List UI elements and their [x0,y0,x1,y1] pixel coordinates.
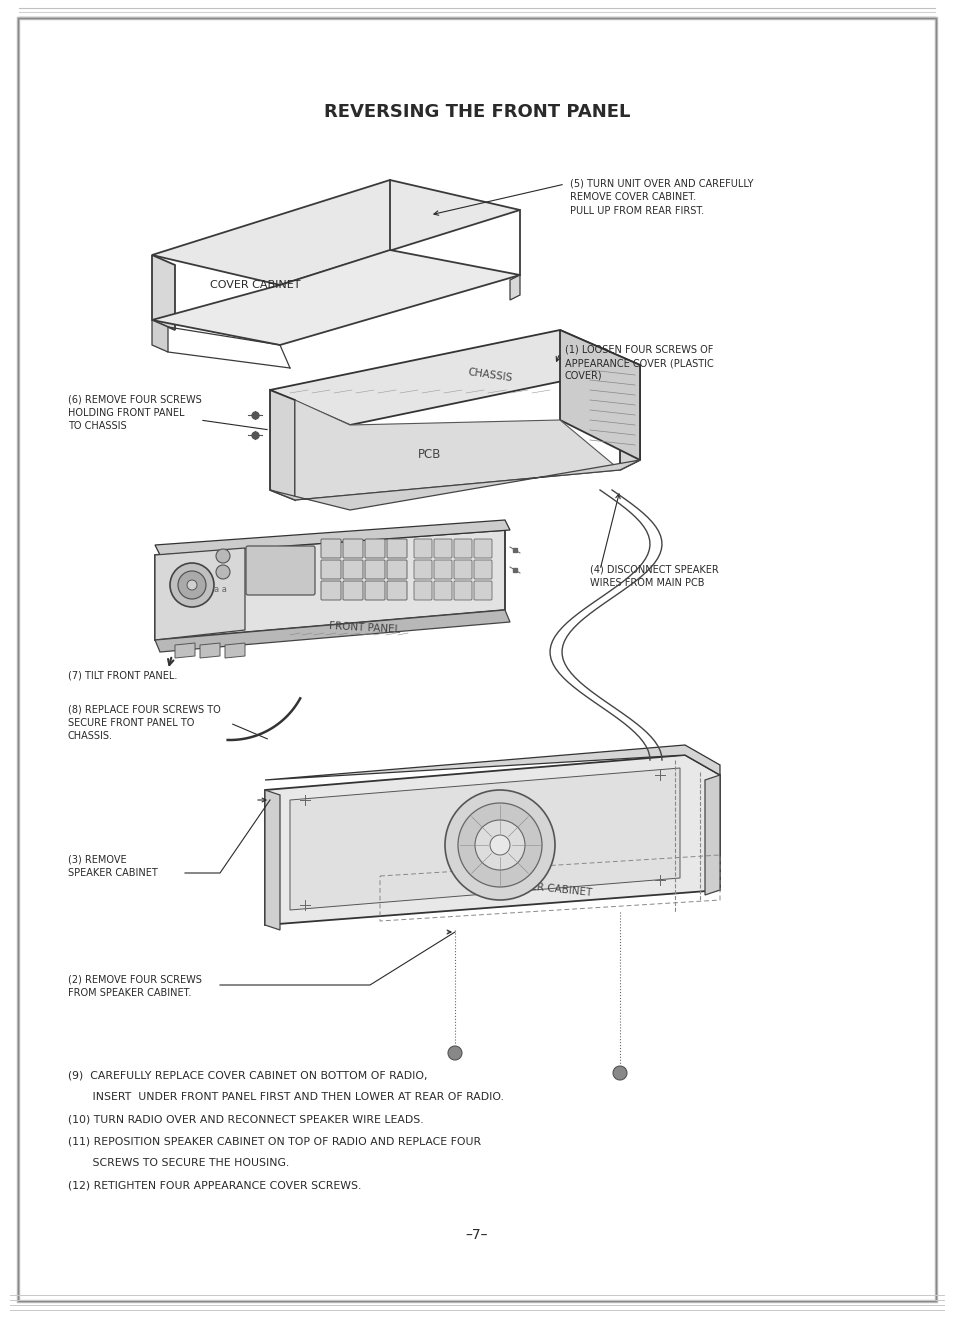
Polygon shape [152,179,519,285]
Circle shape [178,571,206,599]
FancyBboxPatch shape [434,561,452,579]
FancyBboxPatch shape [454,561,472,579]
Circle shape [215,549,230,563]
Circle shape [448,1046,461,1060]
Polygon shape [265,754,720,925]
FancyBboxPatch shape [387,539,407,558]
FancyBboxPatch shape [320,539,340,558]
Polygon shape [619,365,639,470]
Polygon shape [152,255,174,330]
Polygon shape [154,547,245,640]
Text: –7–: –7– [465,1228,488,1242]
Text: (5) TURN UNIT OVER AND CAREFULLY: (5) TURN UNIT OVER AND CAREFULLY [569,178,753,189]
Polygon shape [270,330,639,425]
FancyBboxPatch shape [474,539,492,558]
Polygon shape [704,776,720,896]
Polygon shape [265,745,720,780]
Text: REMOVE COVER CABINET.: REMOVE COVER CABINET. [569,193,696,202]
Text: SPEAKER CABINET: SPEAKER CABINET [497,878,592,898]
Text: (11) REPOSITION SPEAKER CABINET ON TOP OF RADIO AND REPLACE FOUR: (11) REPOSITION SPEAKER CABINET ON TOP O… [68,1136,480,1146]
Text: WIRES FROM MAIN PCB: WIRES FROM MAIN PCB [589,578,703,588]
Text: (12) RETIGHTEN FOUR APPEARANCE COVER SCREWS.: (12) RETIGHTEN FOUR APPEARANCE COVER SCR… [68,1181,361,1190]
Polygon shape [174,642,194,658]
Polygon shape [270,390,294,500]
Circle shape [444,790,555,900]
FancyBboxPatch shape [414,561,432,579]
FancyBboxPatch shape [474,561,492,579]
Polygon shape [559,330,639,460]
Text: (7) TILT FRONT PANEL.: (7) TILT FRONT PANEL. [68,670,177,681]
FancyBboxPatch shape [474,580,492,600]
FancyBboxPatch shape [320,561,340,579]
Circle shape [457,803,541,886]
Polygon shape [290,768,679,910]
Polygon shape [152,251,519,346]
Polygon shape [270,460,639,510]
Text: COVER): COVER) [564,371,602,381]
FancyBboxPatch shape [414,539,432,558]
FancyBboxPatch shape [454,539,472,558]
Circle shape [170,563,213,607]
Polygon shape [225,642,245,658]
Text: (6) REMOVE FOUR SCREWS: (6) REMOVE FOUR SCREWS [68,394,201,405]
FancyBboxPatch shape [365,561,385,579]
Text: (2) REMOVE FOUR SCREWS: (2) REMOVE FOUR SCREWS [68,975,202,985]
Text: FROM SPEAKER CABINET.: FROM SPEAKER CABINET. [68,988,192,998]
Text: COVER CABINET: COVER CABINET [210,280,300,290]
FancyBboxPatch shape [387,580,407,600]
Circle shape [215,565,230,579]
Polygon shape [294,400,619,500]
Text: APPEARANCE COVER (PLASTIC: APPEARANCE COVER (PLASTIC [564,357,713,368]
Text: (1) LOOSEN FOUR SCREWS OF: (1) LOOSEN FOUR SCREWS OF [564,346,713,355]
FancyBboxPatch shape [320,580,340,600]
Text: SPEAKER CABINET: SPEAKER CABINET [68,868,157,878]
FancyBboxPatch shape [387,561,407,579]
Circle shape [490,835,510,855]
FancyBboxPatch shape [365,580,385,600]
Text: CHASSIS: CHASSIS [466,367,513,383]
FancyBboxPatch shape [246,546,314,595]
Text: CHASSIS.: CHASSIS. [68,731,112,741]
Text: SCREWS TO SECURE THE HOUSING.: SCREWS TO SECURE THE HOUSING. [68,1158,289,1169]
Text: PCB: PCB [417,448,441,462]
Text: PULL UP FROM REAR FIRST.: PULL UP FROM REAR FIRST. [569,206,703,216]
Text: REVERSING THE FRONT PANEL: REVERSING THE FRONT PANEL [323,103,630,121]
Polygon shape [154,609,510,652]
Circle shape [475,820,524,871]
Polygon shape [510,274,519,299]
FancyBboxPatch shape [365,539,385,558]
FancyBboxPatch shape [414,580,432,600]
Text: SECURE FRONT PANEL TO: SECURE FRONT PANEL TO [68,718,194,728]
Text: (8) REPLACE FOUR SCREWS TO: (8) REPLACE FOUR SCREWS TO [68,704,220,715]
Text: INSERT  UNDER FRONT PANEL FIRST AND THEN LOWER AT REAR OF RADIO.: INSERT UNDER FRONT PANEL FIRST AND THEN … [68,1092,503,1101]
Text: TO CHASSIS: TO CHASSIS [68,421,127,431]
Text: HOLDING FRONT PANEL: HOLDING FRONT PANEL [68,408,184,418]
Text: (3) REMOVE: (3) REMOVE [68,855,127,865]
Text: FRONT PANEL: FRONT PANEL [329,621,400,634]
Polygon shape [265,790,280,930]
Text: (10) TURN RADIO OVER AND RECONNECT SPEAKER WIRE LEADS.: (10) TURN RADIO OVER AND RECONNECT SPEAK… [68,1115,423,1124]
FancyBboxPatch shape [434,580,452,600]
Text: (4) DISCONNECT SPEAKER: (4) DISCONNECT SPEAKER [589,565,718,575]
Text: a a: a a [213,586,226,595]
Circle shape [187,580,196,590]
FancyBboxPatch shape [343,561,363,579]
FancyBboxPatch shape [434,539,452,558]
Polygon shape [200,642,220,658]
Text: (9)  CAREFULLY REPLACE COVER CABINET ON BOTTOM OF RADIO,: (9) CAREFULLY REPLACE COVER CABINET ON B… [68,1070,427,1080]
FancyBboxPatch shape [454,580,472,600]
Polygon shape [154,520,510,555]
Circle shape [613,1066,626,1080]
Polygon shape [154,530,504,640]
Polygon shape [152,321,168,352]
FancyBboxPatch shape [343,539,363,558]
FancyBboxPatch shape [343,580,363,600]
